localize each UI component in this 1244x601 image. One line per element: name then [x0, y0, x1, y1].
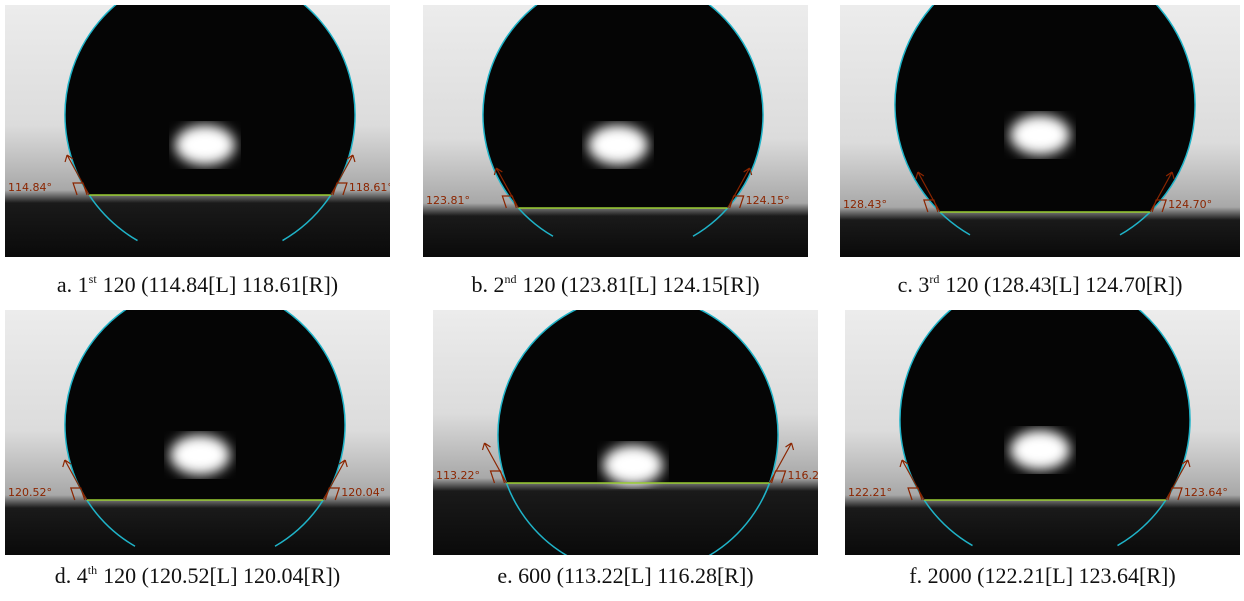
left-angle: 123.81°: [426, 194, 470, 207]
caption-text: 120 (123.81[L] 124.15[R]): [522, 272, 759, 297]
droplet-image: 128.43° 124.70°: [840, 5, 1240, 257]
caption: f. 2000 (122.21[L] 123.64[R]): [845, 563, 1240, 589]
caption: b. 2nd 120 (123.81[L] 124.15[R]): [423, 272, 808, 298]
caption-superscript: st: [89, 272, 97, 286]
caption-label: f. 2000 (122.21[L] 123.64[R]): [909, 563, 1175, 588]
caption-text: 120 (128.43[L] 124.70[R]): [945, 272, 1182, 297]
reflection: [1010, 115, 1070, 155]
caption-superscript: nd: [504, 272, 516, 286]
caption: d. 4th 120 (120.52[L] 120.04[R]): [5, 563, 390, 589]
right-angle: 120.04°: [341, 486, 385, 499]
droplet-image: 122.21° 123.64°: [845, 310, 1240, 555]
droplet-image: 114.84° 118.61°: [5, 5, 390, 257]
right-angle: 123.64°: [1184, 486, 1228, 499]
left-angle: 120.52°: [8, 486, 52, 499]
left-angle: 113.22°: [436, 469, 480, 482]
reflection: [175, 125, 235, 165]
caption-text: 120 (120.52[L] 120.04[R]): [103, 563, 340, 588]
left-angle: 128.43°: [843, 198, 887, 211]
reflection: [603, 445, 663, 485]
right-angle: 116.28°: [788, 469, 818, 482]
reflection: [588, 125, 648, 165]
left-angle: 122.21°: [848, 486, 892, 499]
caption-label: e. 600 (113.22[L] 116.28[R]): [497, 563, 753, 588]
caption: a. 1st 120 (114.84[L] 118.61[R]): [5, 272, 390, 298]
droplet-image: 120.52° 120.04°: [5, 310, 390, 555]
caption-text: 120 (114.84[L] 118.61[R]): [103, 272, 338, 297]
right-angle: 118.61°: [349, 181, 390, 194]
caption-superscript: rd: [929, 272, 939, 286]
right-angle: 124.15°: [746, 194, 790, 207]
caption-label: b. 2: [471, 272, 504, 297]
caption: e. 600 (113.22[L] 116.28[R]): [433, 563, 818, 589]
droplet-image: 113.22° 116.28°: [433, 310, 818, 555]
caption-superscript: th: [88, 563, 97, 577]
caption: c. 3rd 120 (128.43[L] 124.70[R]): [840, 272, 1240, 298]
caption-label: d. 4: [55, 563, 88, 588]
right-angle: 124.70°: [1168, 198, 1212, 211]
caption-label: c. 3: [898, 272, 930, 297]
reflection: [170, 435, 230, 475]
caption-label: a. 1: [57, 272, 89, 297]
droplet-image: 123.81° 124.15°: [423, 5, 808, 257]
reflection: [1010, 430, 1070, 470]
figure: 114.84° 118.61° a. 1st 120 (114.84[L] 118.6…: [0, 0, 1244, 601]
left-angle: 114.84°: [8, 181, 52, 194]
